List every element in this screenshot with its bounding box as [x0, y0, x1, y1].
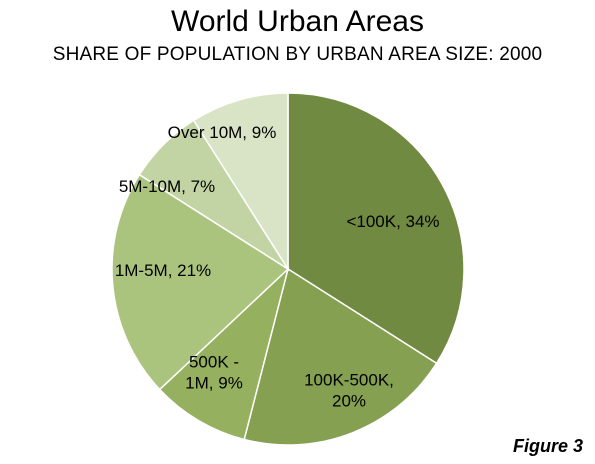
slice-label-5: Over 10M, 9%	[168, 123, 277, 142]
slice-label-2: 500K -1M, 9%	[185, 353, 243, 393]
pie-slice-5	[192, 92, 289, 272]
pie-slice-0	[287, 92, 465, 365]
slice-label-0: <100K, 34%	[346, 212, 439, 231]
chart-subtitle: SHARE OF POPULATION BY URBAN AREA SIZE: …	[52, 44, 543, 65]
slice-label-1: 100K-500K, 20%	[304, 371, 394, 411]
pie-slice-3	[111, 173, 290, 391]
slice-label-4: 5M-10M, 7%	[119, 177, 215, 196]
slice-label-3: 1M-5M, 21%	[115, 261, 211, 280]
chart-title: World Urban Areas	[171, 5, 424, 38]
pie-slice-2	[158, 266, 290, 441]
pie-slice-1	[243, 267, 438, 446]
figure-label: Figure 3	[512, 436, 583, 456]
